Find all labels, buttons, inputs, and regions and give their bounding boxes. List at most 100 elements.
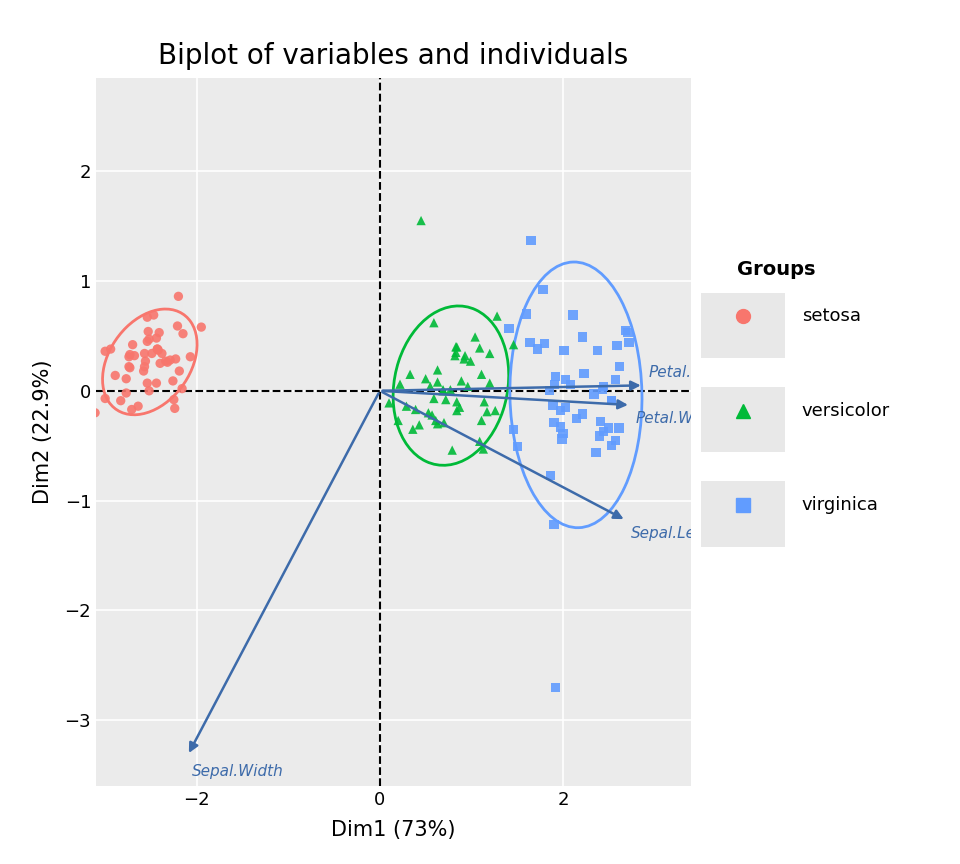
Point xyxy=(547,378,563,391)
Point xyxy=(542,468,558,482)
Point xyxy=(518,307,534,321)
Point xyxy=(436,383,451,397)
Point xyxy=(381,396,396,410)
Point xyxy=(140,325,156,339)
Point xyxy=(448,346,464,359)
Point xyxy=(108,369,123,383)
Point xyxy=(452,400,468,414)
Point xyxy=(593,415,609,429)
Point xyxy=(444,443,460,457)
Point xyxy=(131,399,146,413)
Point xyxy=(474,414,490,428)
Point xyxy=(501,321,516,335)
Point xyxy=(141,384,156,397)
Point xyxy=(448,340,464,353)
Point xyxy=(430,375,445,389)
Point xyxy=(612,359,628,373)
Point xyxy=(569,411,585,425)
Title: Biplot of variables and individuals: Biplot of variables and individuals xyxy=(158,41,629,70)
Point xyxy=(553,420,568,434)
Point xyxy=(139,376,155,390)
Point xyxy=(558,400,573,414)
Point xyxy=(175,382,190,396)
Point xyxy=(436,384,451,397)
Point xyxy=(595,424,611,438)
Point xyxy=(168,352,183,365)
Point xyxy=(574,407,589,421)
Point xyxy=(149,331,164,345)
Point xyxy=(475,442,491,456)
Point xyxy=(165,374,180,388)
Point xyxy=(563,378,578,391)
Point xyxy=(574,330,589,344)
Point xyxy=(162,353,178,367)
Text: Sepal.Leng: Sepal.Leng xyxy=(631,526,715,541)
Y-axis label: Dim2 (22.9%): Dim2 (22.9%) xyxy=(34,359,54,505)
Point xyxy=(414,213,429,227)
Point xyxy=(151,343,166,357)
Point xyxy=(428,414,444,428)
FancyBboxPatch shape xyxy=(701,387,784,453)
Point xyxy=(144,346,159,360)
Text: versicolor: versicolor xyxy=(802,402,890,420)
Point xyxy=(426,316,442,330)
Point xyxy=(122,361,137,375)
Point xyxy=(127,349,142,363)
Point xyxy=(472,435,488,448)
Point xyxy=(98,391,113,405)
Point xyxy=(449,395,465,409)
Point xyxy=(472,341,488,355)
Point xyxy=(430,363,445,377)
Point xyxy=(548,681,564,695)
Point xyxy=(152,326,167,340)
Point xyxy=(546,518,562,531)
Point xyxy=(182,350,198,364)
X-axis label: Dim1 (73%): Dim1 (73%) xyxy=(331,820,456,840)
Point xyxy=(617,323,633,337)
Point xyxy=(510,440,525,454)
Point xyxy=(438,392,453,406)
Point xyxy=(565,308,581,322)
Point xyxy=(405,422,420,436)
Point xyxy=(556,343,571,357)
Point xyxy=(159,355,175,369)
Point xyxy=(522,335,538,349)
Point xyxy=(176,327,191,340)
Point xyxy=(172,364,187,378)
Point xyxy=(620,326,636,340)
Point xyxy=(138,354,154,368)
Point xyxy=(402,367,418,381)
Point xyxy=(146,308,161,322)
Point xyxy=(418,372,433,385)
Point xyxy=(558,373,573,387)
Point xyxy=(555,427,570,441)
Point xyxy=(393,378,408,391)
Point xyxy=(476,395,492,409)
Point xyxy=(590,343,606,357)
Point xyxy=(118,372,133,385)
Point xyxy=(535,283,550,296)
Point xyxy=(408,403,423,416)
Point xyxy=(460,379,475,393)
Point xyxy=(436,416,451,429)
Point xyxy=(424,408,440,422)
Point xyxy=(482,346,497,360)
Point xyxy=(422,379,438,393)
Point xyxy=(587,387,602,401)
Point xyxy=(595,379,611,393)
Point xyxy=(426,391,442,405)
Point xyxy=(546,416,562,429)
Point xyxy=(530,342,545,356)
Point xyxy=(139,310,155,324)
Point xyxy=(155,346,170,360)
Point xyxy=(166,392,181,406)
Point xyxy=(576,366,591,380)
Point xyxy=(592,429,608,442)
Point xyxy=(121,350,136,364)
Point xyxy=(482,376,497,390)
Point xyxy=(463,354,478,368)
Text: setosa: setosa xyxy=(802,308,860,326)
Point xyxy=(153,357,168,371)
Point xyxy=(468,330,483,344)
Point xyxy=(398,399,414,413)
